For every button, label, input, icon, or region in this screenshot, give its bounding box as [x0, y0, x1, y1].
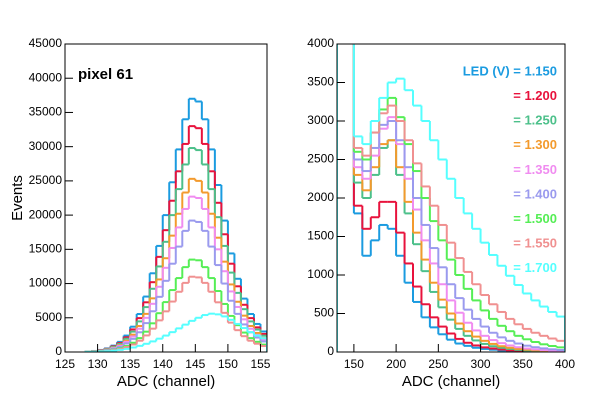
y-tick-label: 30000 [29, 139, 63, 153]
y-tick-label: 5000 [35, 310, 62, 324]
y-tick-label: 3500 [307, 75, 334, 89]
y-tick-label: 10000 [29, 276, 63, 290]
plot-area [83, 97, 267, 352]
x-tick-label: 150 [218, 357, 238, 371]
legend-entry: = 1.250 [513, 113, 557, 128]
y-tick-label: 25000 [29, 173, 63, 187]
legend-entry: = 1.550 [513, 236, 557, 251]
y-tick-label: 1500 [307, 229, 334, 243]
legend-entry: = 1.700 [513, 260, 557, 275]
legend-entry: = 1.400 [513, 186, 557, 201]
x-tick-label: 150 [344, 357, 364, 371]
y-tick-label: 35000 [29, 105, 63, 119]
x-axis-label: ADC (channel) [117, 373, 215, 390]
y-tick-label: 40000 [29, 70, 63, 84]
y-axis-label: Events [9, 175, 26, 221]
x-tick-label: 135 [120, 357, 140, 371]
x-tick-label: 400 [555, 357, 575, 371]
legend-entry: LED (V) = 1.150 [463, 63, 557, 78]
x-tick-label: 130 [88, 357, 108, 371]
legend-entry: = 1.350 [513, 162, 557, 177]
x-axis-label: ADC (channel) [402, 373, 500, 390]
y-tick-label: 2500 [307, 152, 334, 166]
legend-entry: = 1.500 [513, 211, 557, 226]
y-tick-label: 1000 [307, 267, 334, 281]
y-tick-label: 15000 [29, 242, 63, 256]
histogram-series [83, 258, 267, 352]
y-tick-label: 3000 [307, 113, 334, 127]
x-tick-label: 250 [428, 357, 448, 371]
x-tick-label: 350 [513, 357, 533, 371]
y-tick-label: 500 [314, 306, 334, 320]
legend-entry: = 1.200 [513, 88, 557, 103]
y-tick-label: 2000 [307, 190, 334, 204]
histogram-series [337, 44, 565, 352]
x-tick-label: 155 [250, 357, 270, 371]
axis-frame [64, 43, 268, 353]
y-tick-label: 4000 [307, 36, 334, 50]
x-tick-label: 300 [471, 357, 491, 371]
legend-entry: = 1.300 [513, 137, 557, 152]
x-tick-label: 200 [386, 357, 406, 371]
x-tick-label: 140 [153, 357, 173, 371]
y-tick-label: 45000 [29, 36, 63, 50]
y-tick-label: 0 [55, 344, 62, 358]
x-tick-label: 145 [185, 357, 205, 371]
y-tick-label: 0 [327, 344, 334, 358]
y-tick-label: 20000 [29, 207, 63, 221]
annotation: pixel 61 [78, 66, 133, 83]
x-tick-label: 125 [55, 357, 75, 371]
